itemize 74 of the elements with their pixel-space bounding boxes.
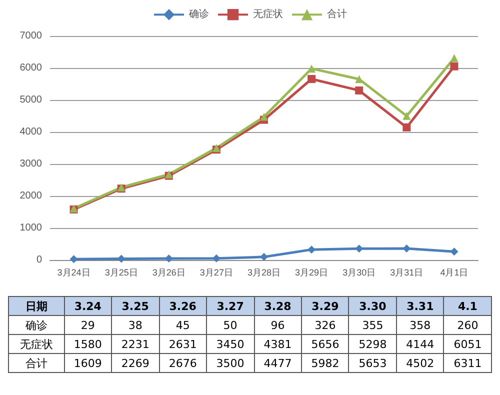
data-label: 2631 [159, 334, 207, 354]
data-label: 4144 [396, 334, 444, 354]
y-tick-label: 2000 [20, 190, 42, 202]
point [355, 244, 364, 253]
data-label: 4381 [254, 334, 302, 354]
point [308, 75, 316, 84]
y-tick-label: 5000 [20, 94, 42, 106]
point [212, 254, 220, 262]
data-label: 29 [64, 316, 112, 334]
text: 4.1 [444, 296, 492, 316]
data-label: 1580 [64, 334, 112, 354]
point [402, 244, 411, 253]
point [450, 54, 458, 62]
y-tick-label: 0 [36, 254, 42, 266]
text: 3.26 [159, 296, 207, 316]
text: 无症状 [20, 338, 53, 350]
y-tick-label: 4000 [20, 126, 42, 138]
text: 合计 [25, 356, 48, 370]
text: 3.31 [396, 296, 444, 316]
point [450, 62, 458, 70]
y-tick-label: 3000 [20, 158, 42, 170]
data-label: 358 [396, 316, 444, 334]
data-label: 2269 [112, 354, 160, 372]
data-label: 96 [254, 316, 302, 334]
data-label: 2231 [112, 334, 160, 354]
data-label: 5653 [348, 354, 396, 372]
x-tick-label: 3月31日 [390, 268, 424, 278]
text: 确诊 [25, 318, 48, 332]
x-tick-label: 3月27日 [200, 268, 233, 278]
point [70, 255, 78, 264]
legend-label: 无症状 [253, 8, 283, 20]
data-label: 5982 [302, 354, 349, 372]
data-label: 5298 [348, 334, 396, 354]
point [260, 252, 268, 261]
data-label: 3450 [206, 334, 254, 354]
y-tick-label: 6000 [20, 62, 42, 74]
data-label: 4477 [254, 354, 302, 372]
data-label: 4502 [396, 354, 444, 372]
legend-label: 合计 [327, 8, 347, 20]
text: 日期 [8, 296, 64, 316]
data-label: 38 [112, 316, 160, 334]
x-tick-label: 4月1日 [440, 268, 468, 278]
data-label: 2676 [159, 354, 207, 372]
legend-label: 确诊 [188, 8, 209, 20]
data-label: 50 [206, 316, 254, 334]
data-label: 6051 [444, 334, 492, 354]
y-tick-label: 1000 [20, 222, 42, 234]
x-tick-label: 3月25日 [104, 268, 138, 278]
data-label: 326 [302, 316, 349, 334]
text: 3.25 [112, 296, 160, 316]
point [355, 86, 364, 94]
point [402, 123, 411, 132]
x-tick-label: 3月26日 [152, 268, 186, 278]
point [450, 248, 458, 256]
data-label: 45 [159, 316, 207, 334]
data-label: 260 [444, 316, 492, 334]
x-tick-label: 3月24日 [57, 268, 90, 278]
data-label: 355 [348, 316, 396, 334]
text: 3.29 [302, 296, 349, 316]
text: 3.28 [254, 296, 302, 316]
x-tick-label: 3月29日 [295, 268, 328, 278]
data-label: 5656 [302, 334, 349, 354]
text: 3.30 [348, 296, 396, 316]
data-label: 1609 [64, 354, 112, 372]
y-tick-label: 7000 [20, 30, 42, 42]
data-label: 3500 [206, 354, 254, 372]
text: 3.24 [64, 296, 112, 316]
x-tick-label: 3月28日 [247, 268, 281, 278]
point [260, 112, 268, 121]
text: 3.27 [206, 296, 254, 316]
x-tick-label: 3月30日 [342, 268, 376, 278]
data-label: 6311 [444, 354, 492, 372]
point [402, 112, 411, 120]
point [355, 75, 364, 84]
